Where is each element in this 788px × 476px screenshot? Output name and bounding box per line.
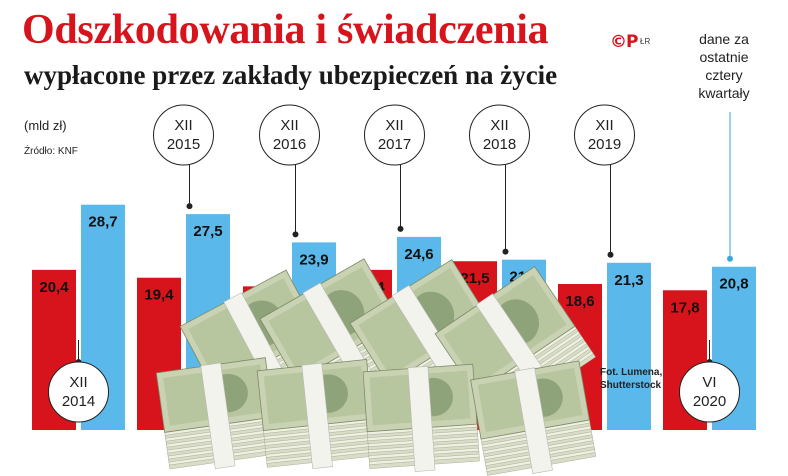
bar-blue-5	[607, 262, 651, 430]
period-year: 2019	[588, 136, 621, 153]
period-label-6: VI 2020	[679, 361, 740, 423]
connector-dot	[607, 251, 614, 258]
period-label-1: XII 2015	[153, 104, 214, 166]
value-label: 28,7	[88, 214, 117, 231]
photo-credit: Fot. Lumena, Shutterstock	[600, 367, 663, 391]
banknote-stacks-icon	[155, 258, 597, 476]
period-month: XII	[595, 117, 613, 134]
connector-dot	[397, 225, 404, 232]
value-label: 19,4	[144, 287, 174, 304]
source-label: Źródło: KNF	[24, 146, 78, 157]
page-subtitle: wypłacone przez zakłady ubezpieczeń na ż…	[24, 60, 558, 90]
period-month: XII	[69, 374, 87, 391]
value-label: 23,9	[299, 251, 328, 268]
connector-dot	[186, 203, 193, 210]
period-label-5: XII 2019	[574, 104, 635, 166]
value-label: 20,8	[719, 276, 748, 293]
connector-dot	[292, 231, 299, 238]
period-label-3: XII 2017	[364, 104, 425, 166]
period-labels-layer: XII 2014 XII 2015 XII 2016 XII 2017 XII 2018 XII 20…	[48, 104, 740, 423]
period-month: XII	[280, 117, 298, 134]
value-label: 24,6	[404, 246, 433, 263]
value-label: 21,5	[460, 270, 489, 287]
period-label-0: XII 2014	[48, 361, 109, 423]
period-label-2: XII 2016	[259, 104, 320, 166]
value-label: 21,3	[614, 272, 643, 289]
period-year: 2016	[273, 136, 306, 153]
period-month: XII	[174, 117, 192, 134]
publisher-logo-icon: ©P	[610, 32, 638, 52]
period-label-4: XII 2018	[469, 104, 530, 166]
period-month: VI	[702, 374, 716, 391]
period-year: 2015	[167, 136, 200, 153]
period-year: 2014	[62, 393, 95, 410]
value-label: 18,6	[565, 293, 594, 310]
note-connector-dot	[727, 255, 733, 262]
value-label: 27,5	[193, 223, 222, 240]
period-month: XII	[385, 117, 403, 134]
period-month: XII	[490, 117, 508, 134]
author-initials: ŁR	[640, 37, 651, 46]
page-title: Odszkodowania i świadczenia	[22, 7, 549, 53]
last-period-note: dane za ostatnie cztery kwartały	[698, 31, 750, 101]
period-year: 2020	[693, 393, 726, 410]
connector-dot	[502, 248, 509, 255]
unit-label: (mld zł)	[24, 118, 67, 133]
value-label: 20,4	[39, 279, 69, 296]
period-year: 2017	[378, 136, 411, 153]
connectors-layer	[75, 112, 733, 365]
value-label: 17,8	[670, 299, 699, 316]
period-year: 2018	[483, 136, 516, 153]
